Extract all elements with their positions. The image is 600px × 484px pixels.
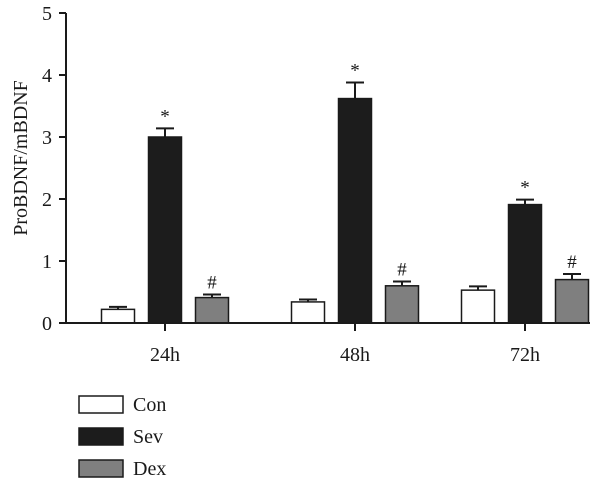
- significance-mark: *: [520, 178, 530, 199]
- bar-dex-48h: [384, 285, 420, 324]
- bar-dex-72h: [554, 278, 590, 324]
- x-tick-label: 24h: [150, 344, 180, 366]
- legend: Con Sev Dex: [78, 394, 166, 480]
- y-tick-label: 0: [42, 313, 52, 335]
- bars-layer: * * * # # #: [100, 60, 590, 324]
- bar-con-48h: [290, 301, 326, 324]
- significance-mark: *: [160, 106, 170, 127]
- y-tick-label: 4: [42, 65, 52, 87]
- bar-dex-24h: [194, 296, 230, 324]
- legend-swatch-sev: [78, 427, 124, 446]
- legend-swatch-dex: [78, 459, 124, 478]
- y-tick-label: 3: [42, 127, 52, 149]
- y-axis-title: ProBDNF/mBDNF: [10, 80, 32, 236]
- y-tick-label: 2: [42, 189, 52, 211]
- x-tick-label: 48h: [340, 344, 370, 366]
- significance-mark: #: [207, 272, 217, 293]
- bar-sev-72h: [507, 203, 543, 324]
- x-ticks: 24h 48h 72h: [150, 323, 540, 366]
- legend-label-dex: Dex: [133, 458, 166, 480]
- y-ticks: 0 1 2 3 4 5: [42, 3, 66, 335]
- significance-mark: #: [397, 259, 407, 280]
- legend-label-con: Con: [133, 394, 166, 416]
- axes-layer: [65, 13, 590, 324]
- significance-mark: *: [350, 60, 360, 81]
- significance-mark: #: [567, 252, 577, 273]
- legend-label-sev: Sev: [133, 426, 163, 448]
- legend-swatch-con: [78, 395, 124, 414]
- bar-sev-24h: [147, 136, 183, 324]
- y-tick-label: 5: [42, 3, 52, 25]
- bar-con-24h: [100, 308, 136, 324]
- x-tick-label: 72h: [510, 344, 540, 366]
- bar-con-72h: [460, 289, 496, 324]
- bar-sev-48h: [337, 97, 373, 324]
- y-tick-label: 1: [42, 251, 52, 273]
